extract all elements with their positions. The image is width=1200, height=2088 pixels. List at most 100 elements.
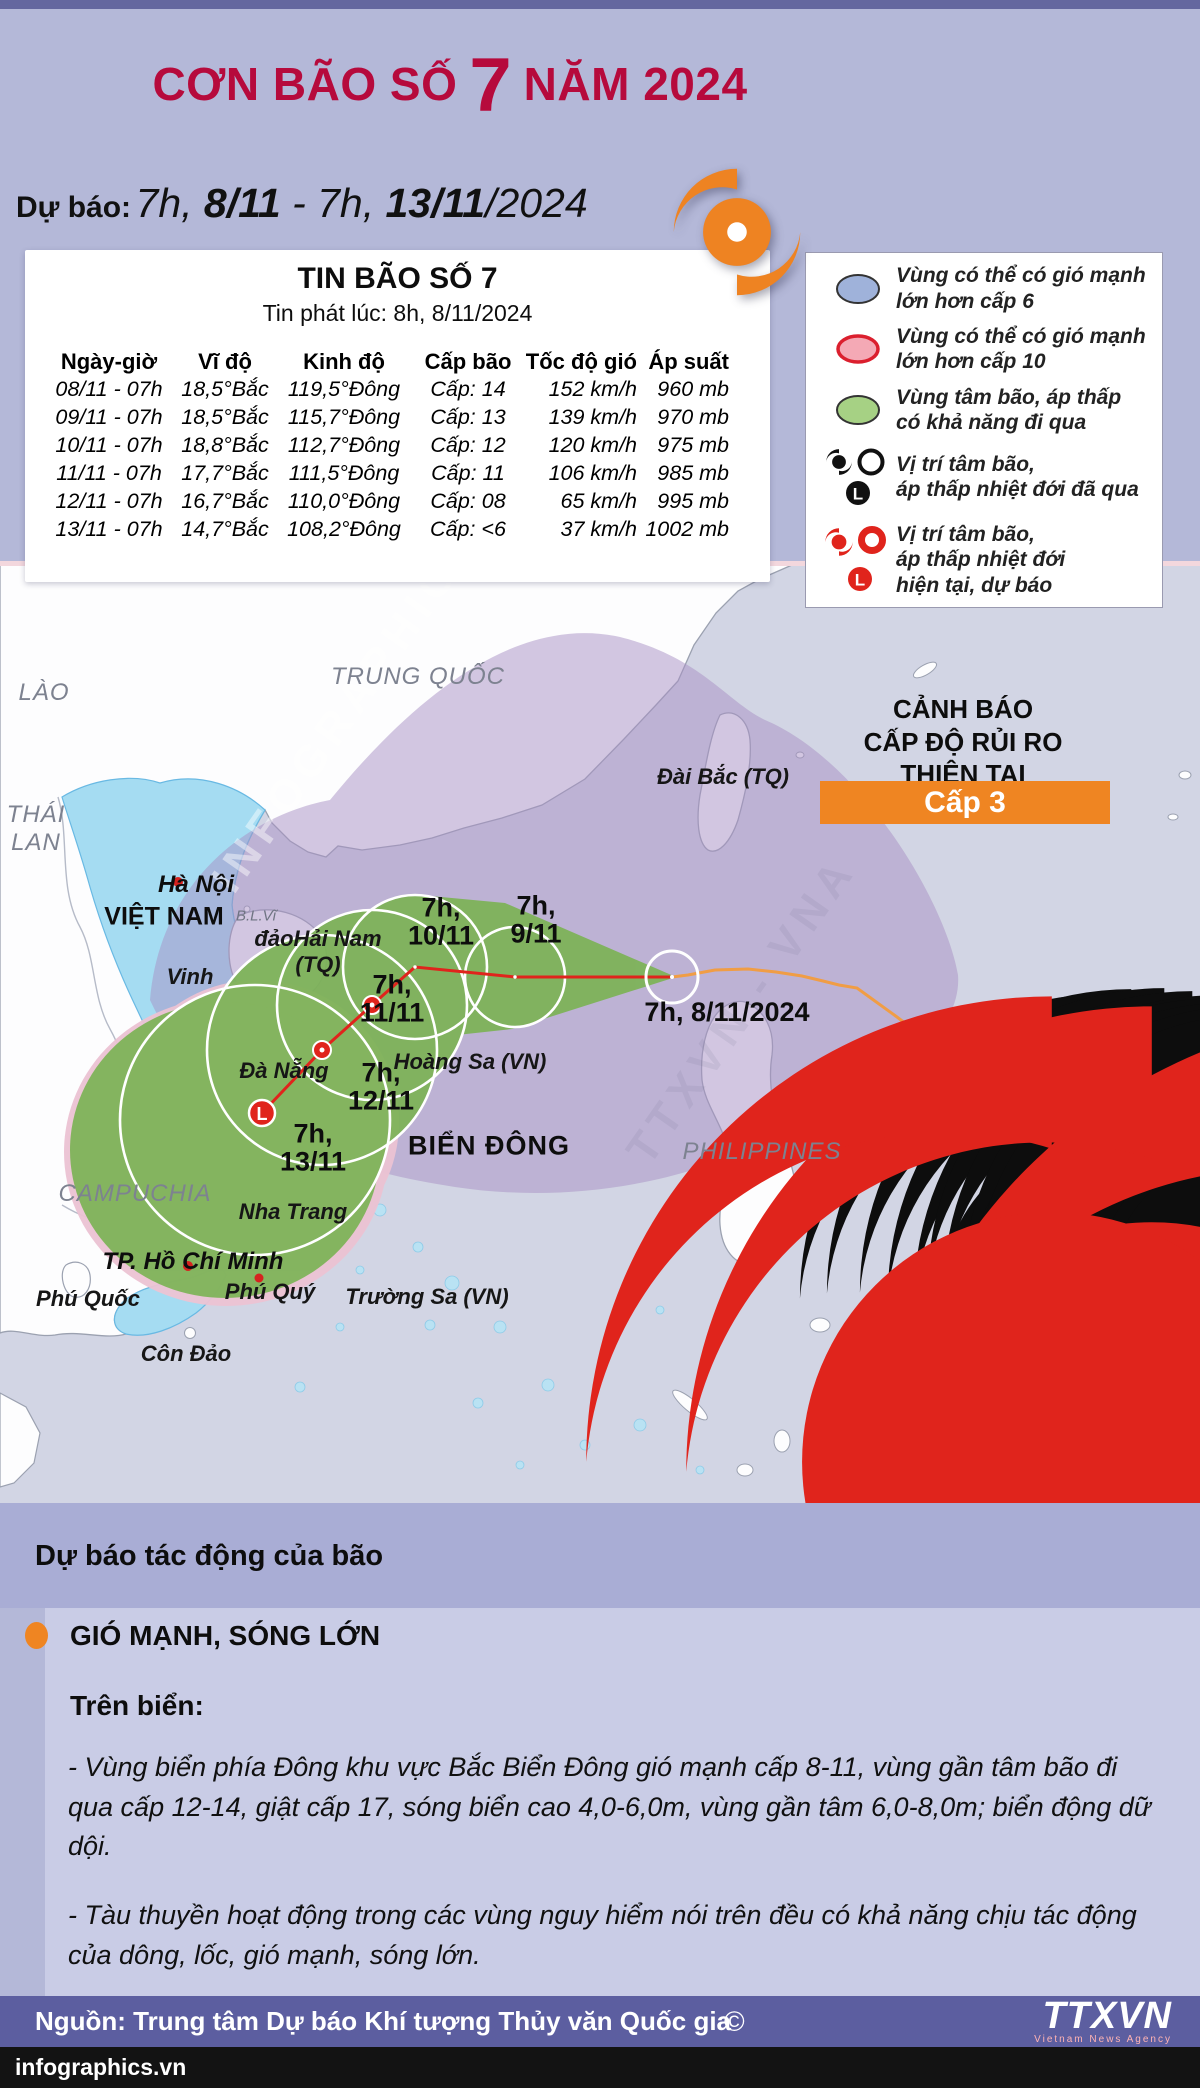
legend-text: lớn hơn cấp 10: [896, 350, 1046, 374]
map-label: TP. Hồ Chí Minh: [102, 1248, 284, 1275]
table-cell: 111,5°Đông: [288, 461, 400, 485]
impact-paragraph-2: - Tàu thuyền hoạt động trong các vùng ng…: [68, 1900, 1137, 1970]
table-cell: 18,8°Bắc: [181, 433, 269, 457]
storm-icon-10-11: [413, 965, 1200, 1503]
table-cell: Cấp: 13: [430, 405, 506, 429]
forecast-text: 7h,: [135, 180, 204, 226]
table-body: 08/11 - 07h 18,5°Bắc 119,5°Đông Cấp: 14 152 …: [25, 375, 770, 543]
typhoon-icon: [668, 163, 806, 301]
table-cell: 18,5°Bắc: [181, 405, 269, 429]
table-cell: 12/11 - 07h: [55, 489, 163, 513]
table-row: 09/11 - 07h 18,5°Bắc 115,7°Đông Cấp: 13 139 …: [25, 403, 770, 431]
map-label: Đà Nẵng: [239, 1058, 329, 1083]
islands-truongsa: [294, 1203, 705, 1475]
forecast-radius-circles: [118, 893, 567, 1257]
bulletin-issued-time: Tin phát lúc: 8h, 8/11/2024: [262, 300, 533, 326]
legend-item: Vùng có thể có gió mạnh lớn hơn cấp 6: [820, 263, 1152, 314]
node-dot: [319, 1047, 325, 1053]
legend-text: có khả năng đi qua: [896, 411, 1087, 435]
table-row: 10/11 - 07h 18,8°Bắc 112,7°Đông Cấp: 12 120 …: [25, 431, 770, 459]
forecast-track-line: [260, 965, 672, 1115]
footer-bar: Nguồn: Trung tâm Dự báo Khí tượng Thủy v…: [0, 1996, 1200, 2047]
map-label: Hà Nội: [157, 871, 235, 898]
map-label: THÁI LAN: [6, 801, 66, 856]
agency-subtitle: Vietnam News Agency: [1034, 2034, 1172, 2045]
map-label: Phú Quý: [224, 1279, 316, 1304]
island-phuquoc: [61, 1261, 91, 1298]
table-cell: Cấp: <6: [430, 517, 506, 541]
title-post: NĂM 2024: [523, 58, 748, 110]
table-cell: 65 km/h: [560, 489, 637, 513]
table-cell: Cấp: 08: [430, 489, 506, 513]
table-cell: 119,5°Đông: [287, 377, 401, 401]
legend-text: lớn hơn cấp 6: [896, 289, 1034, 313]
table-cell: 112,7°Đông: [287, 433, 401, 457]
forecast-text: - 7h,: [280, 180, 386, 226]
legend-text: Vùng có thể có gió mạnh: [896, 264, 1146, 287]
island-conspot: [184, 1327, 196, 1339]
map-label: CAMPUCHIA: [58, 1180, 212, 1207]
track-label: 7h, 8/11/2024: [644, 997, 810, 1028]
map-label: Côn Đảo: [140, 1341, 232, 1366]
map-label: TRUNG QUỐC: [331, 663, 505, 690]
table-row: 12/11 - 07h 16,7°Bắc 110,0°Đông Cấp: 08 65 k…: [25, 487, 770, 515]
table-cell: 152 km/h: [548, 377, 637, 401]
table-row: 08/11 - 07h 18,5°Bắc 119,5°Đông Cấp: 14 152 …: [25, 375, 770, 403]
table-cell: 37 km/h: [560, 517, 637, 541]
orange-bullet-icon: [25, 1622, 48, 1649]
impact-header: Dự báo tác động của bão: [35, 1540, 384, 1572]
impact-panel: GIÓ MẠNH, SÓNG LỚN Trên biển: - Vùng biể…: [45, 1608, 1200, 1996]
page-title: CƠN BÃO SỐ 7 NĂM 2024: [120, 44, 780, 124]
forecast-date-end: 13/11: [385, 180, 486, 226]
table-cell: 960 mb: [657, 377, 729, 401]
brand-text: infographics.vn: [15, 2054, 187, 2080]
ttxvn-logo: TTXVN Vietnam News Agency: [1034, 1997, 1172, 2045]
impact-section-title: GIÓ MẠNH, SÓNG LỚN: [70, 1620, 381, 1651]
storm-track-map: L TRUNG QUỐC Đài Bắc (TQ) LÀO Hà Nội VIỆT NA…: [0, 565, 1200, 1503]
past-storm-position-icon: L: [820, 445, 896, 509]
legend-text: Vị trí tâm bão,: [896, 522, 1035, 546]
wind-area-cap10-icon: [820, 332, 896, 366]
legend-item: L Vị trí tâm bão, áp thấp nhiệt đới đã qu…: [820, 445, 1152, 509]
storm-bulletin-box: TIN BÃO SỐ 7 Tin phát lúc: 8h, 8/11/2024…: [25, 250, 770, 582]
legend-text: Vùng tâm bão, áp thấp: [896, 385, 1122, 409]
legend-item: Vùng có thể có gió mạnh lớn hơn cấp 10: [820, 324, 1152, 375]
map-label: VIỆT NAM: [104, 902, 224, 931]
svg-text:L: L: [853, 485, 863, 504]
title-number: 7: [469, 42, 512, 128]
map-label: Trường Sa (VN): [345, 1284, 509, 1309]
map-label: Hoàng Sa (VN): [393, 1049, 547, 1074]
map-label: đảoHải Nam (TQ): [254, 926, 382, 977]
table-cell: 975 mb: [657, 433, 729, 457]
col-longitude: Kinh độ: [303, 349, 385, 374]
storm-icon-current: [670, 975, 1200, 1503]
low-marker-13-11: [247, 1098, 277, 1128]
warning-line1: CẢNH BÁO: [892, 694, 1034, 724]
table-row: 13/11 - 07h 14,7°Bắc 108,2°Đông Cấp: <6 37 k…: [25, 515, 770, 543]
map-label: PHILIPPINES: [682, 1138, 842, 1165]
table-cell: 139 km/h: [548, 405, 637, 429]
table-cell: 13/11 - 07h: [55, 517, 163, 541]
track-label: 7h, 12/11: [347, 1057, 415, 1115]
map-legend: Vùng có thể có gió mạnh lớn hơn cấp 6 Vùn…: [805, 252, 1163, 608]
land-bottom-left: [0, 1392, 41, 1488]
table-cell: 995 mb: [657, 489, 729, 513]
bulletin-title: TIN BÃO SỐ 7: [297, 262, 498, 295]
table-cell: 16,7°Bắc: [181, 489, 269, 513]
source-credit: Nguồn: Trung tâm Dự báo Khí tượng Thủy v…: [35, 2006, 732, 2036]
table-cell: 110,0°Đông: [287, 489, 401, 513]
svg-text:L: L: [855, 570, 865, 589]
storm-center-area-icon: [820, 393, 896, 427]
low-marker-letter: L: [257, 1104, 268, 1124]
legend-item: L Vị trí tâm bão, áp thấp nhiệt đới hiện t…: [820, 519, 1152, 601]
legend-text: áp thấp nhiệt đới: [896, 548, 1066, 572]
table-cell: 14,7°Bắc: [181, 517, 269, 541]
table-cell: 09/11 - 07h: [55, 405, 163, 429]
node-dot: [369, 1002, 375, 1008]
table-cell: 120 km/h: [548, 433, 637, 457]
forecast-year: /2024: [485, 180, 588, 226]
col-pressure: Áp suất: [648, 349, 729, 374]
track-label: 7h, 11/11: [359, 969, 425, 1027]
map-label: Đài Bắc (TQ): [656, 764, 790, 789]
col-wind-speed: Tốc độ gió: [525, 349, 637, 374]
